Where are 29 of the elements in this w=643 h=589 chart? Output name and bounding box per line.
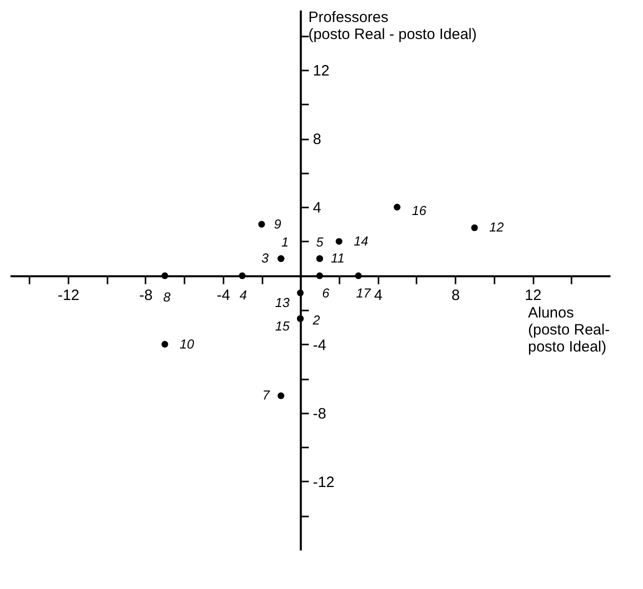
annotation: 9 bbox=[274, 216, 282, 232]
x-tick-label: 12 bbox=[524, 287, 542, 304]
annotation: 13 bbox=[275, 294, 290, 310]
y-tick-label: 12 bbox=[312, 62, 330, 80]
annotation: 11 bbox=[330, 250, 344, 266]
y-tick-label: -4 bbox=[312, 336, 326, 354]
annotation: 15 bbox=[275, 318, 290, 334]
annotation: 17 bbox=[356, 286, 372, 301]
y-axis-title: Professores (posto Real - posto Ideal) bbox=[308, 9, 477, 43]
annotation: 6 bbox=[322, 286, 330, 301]
x-tick-label: 8 bbox=[451, 287, 460, 304]
annotation: 1 bbox=[281, 234, 289, 250]
annotation: 7 bbox=[262, 388, 270, 403]
annotation: 14 bbox=[354, 233, 368, 248]
x-tick-label: 4 bbox=[374, 287, 382, 304]
y-tick-label: -12 bbox=[312, 474, 335, 491]
annotation: 5 bbox=[316, 234, 324, 250]
x-tick-label: -12 bbox=[58, 287, 80, 304]
annotation: 3 bbox=[261, 250, 270, 266]
annotation: 12 bbox=[489, 220, 505, 235]
y-tick-label: 4 bbox=[312, 200, 322, 217]
y-tick-label: -8 bbox=[312, 405, 326, 422]
annotation: 10 bbox=[180, 336, 195, 352]
annotation: 2 bbox=[312, 312, 321, 328]
x-axis-title: Alunos (posto Real- posto Ideal) bbox=[528, 304, 610, 356]
annotation: 16 bbox=[412, 203, 428, 218]
y-tick-label: 8 bbox=[312, 131, 322, 148]
x-tick-label: -4 bbox=[216, 287, 230, 304]
x-tick-label: -8 bbox=[139, 287, 153, 304]
